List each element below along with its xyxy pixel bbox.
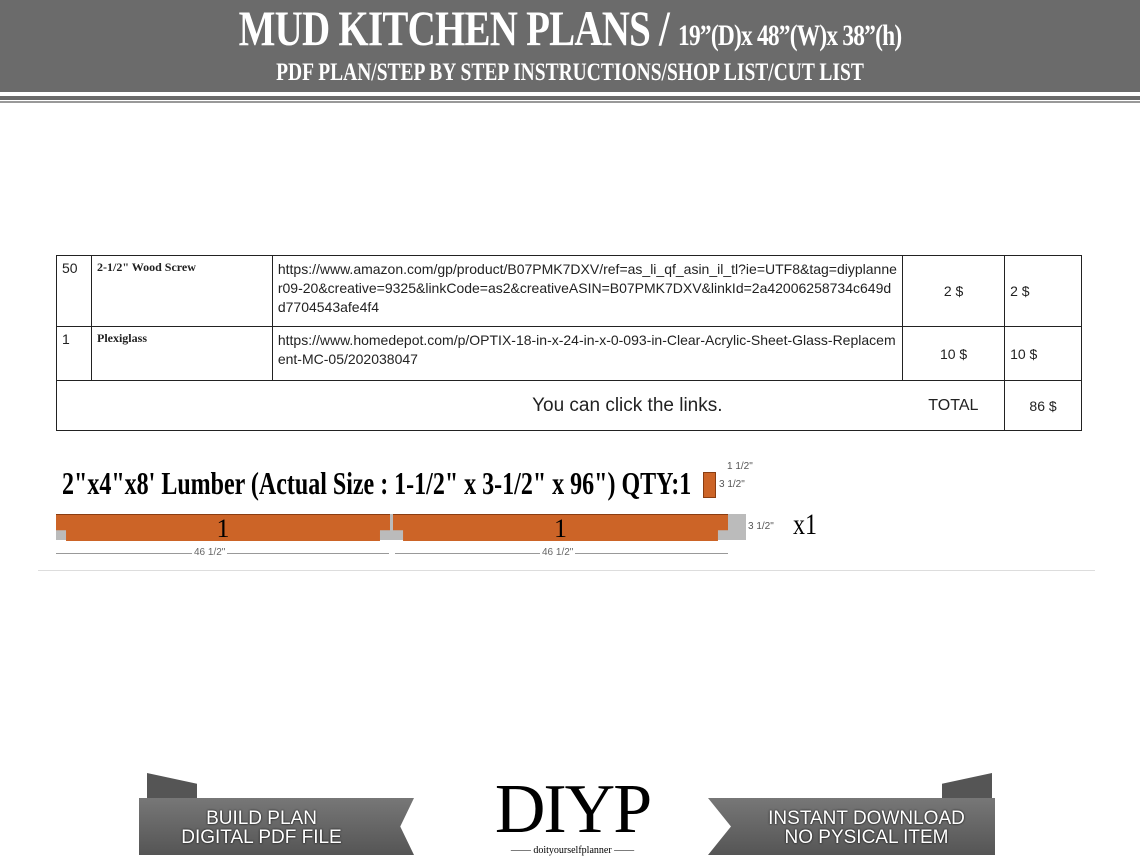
shop-list-table: 50 2-1/2" Wood Screw https://www.amazon.… xyxy=(55,255,1082,431)
section-width-label: 1 1/2" xyxy=(727,461,753,472)
product-link[interactable]: https://www.homedepot.com/p/OPTIX-18-in-… xyxy=(277,332,896,367)
total-cell: 2 $ xyxy=(1004,255,1082,327)
build-plan-banner: BUILD PLAN DIGITAL PDF FILE xyxy=(139,798,414,855)
product-link[interactable]: https://www.amazon.com/gp/product/B07PMK… xyxy=(277,261,897,315)
page-title: MUD KITCHEN PLANS / 19”(D)x 48”(W)x 38”(… xyxy=(125,2,1014,54)
cut-piece: 1 xyxy=(56,514,390,541)
banner-text: INSTANT DOWNLOAD xyxy=(768,808,965,829)
total-cell: 10 $ xyxy=(1004,326,1082,381)
unit-price-cell: 2 $ xyxy=(902,255,1006,327)
ribbon-fold-left xyxy=(147,773,197,800)
item-cell: Plexiglass xyxy=(90,326,273,381)
banner-text: NO PYSICAL ITEM xyxy=(784,827,949,848)
dimensions-text: 19”(D)x 48”(W)x 38”(h) xyxy=(678,19,902,52)
header-banner: MUD KITCHEN PLANS / 19”(D)x 48”(W)x 38”(… xyxy=(0,0,1140,92)
banner-text: DIGITAL PDF FILE xyxy=(181,827,342,848)
cut-piece: 1 xyxy=(393,514,728,541)
banner-text: BUILD PLAN xyxy=(206,808,317,829)
item-cell: 2-1/2" Wood Screw xyxy=(90,255,273,327)
qty-cell: 1 xyxy=(56,326,92,381)
qty-cell: 50 xyxy=(56,255,92,327)
cross-section-icon xyxy=(703,472,716,498)
table-row: 1 Plexiglass https://www.homedepot.com/p… xyxy=(56,326,1082,381)
header-divider xyxy=(0,96,1140,100)
total-label: TOTAL xyxy=(902,380,1006,431)
title-text: MUD KITCHEN PLANS / xyxy=(238,0,670,56)
piece-length-label: 46 1/2" xyxy=(540,547,576,559)
multiplier-label: x1 xyxy=(793,508,817,541)
logo-subtext: doityourselfplanner xyxy=(533,845,612,856)
board-height-label: 3 1/2" xyxy=(748,521,774,532)
page-subtitle: PDF PLAN/STEP BY STEP INSTRUCTIONS/SHOP … xyxy=(276,59,864,86)
section-height-label: 3 1/2" xyxy=(719,479,745,490)
links-note: You can click the links. xyxy=(55,380,903,431)
table-footer-row: You can click the links. TOTAL 86 $ xyxy=(55,380,1082,431)
header-divider-thin xyxy=(0,101,1140,103)
table-row: 50 2-1/2" Wood Screw https://www.amazon.… xyxy=(56,255,1082,327)
total-value: 86 $ xyxy=(1004,380,1082,431)
ribbon-fold-right xyxy=(942,773,992,800)
logo-text: DIYP xyxy=(494,771,652,848)
section-divider xyxy=(38,570,1095,571)
diyp-logo: DIYP —— doityourselfplanner —— xyxy=(470,775,675,857)
piece-length-label: 46 1/2" xyxy=(192,547,228,559)
lumber-title: 2"x4"x8' Lumber (Actual Size : 1-1/2" x … xyxy=(62,465,692,501)
unit-price-cell: 10 $ xyxy=(902,326,1006,381)
instant-download-banner: INSTANT DOWNLOAD NO PYSICAL ITEM xyxy=(708,798,995,855)
